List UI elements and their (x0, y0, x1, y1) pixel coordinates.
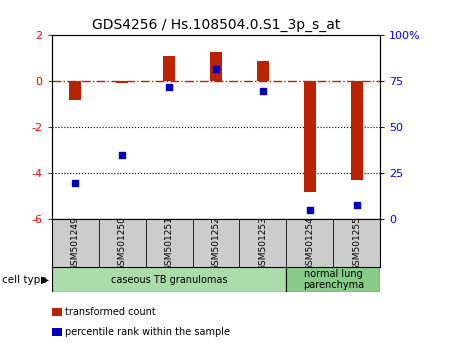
Bar (286, 267, 380, 292)
Text: GSM501254: GSM501254 (306, 216, 315, 271)
Bar (304, 81, 316, 192)
Text: cell type: cell type (2, 275, 47, 285)
Bar (193, 219, 239, 267)
Bar (116, 81, 128, 82)
Bar (257, 61, 269, 81)
Text: GSM501255: GSM501255 (352, 216, 361, 271)
Text: normal lung
parenchyma: normal lung parenchyma (303, 269, 364, 291)
Text: GSM501251: GSM501251 (165, 216, 174, 271)
Bar (69, 81, 81, 100)
Text: transformed count: transformed count (65, 307, 156, 317)
Bar (351, 81, 363, 180)
Text: GSM501250: GSM501250 (117, 216, 126, 271)
Bar (333, 219, 380, 267)
Bar (163, 56, 175, 81)
Text: caseous TB granulomas: caseous TB granulomas (111, 275, 227, 285)
Title: GDS4256 / Hs.108504.0.S1_3p_s_at: GDS4256 / Hs.108504.0.S1_3p_s_at (92, 18, 340, 32)
Text: GSM501253: GSM501253 (258, 216, 267, 271)
Text: ▶: ▶ (41, 275, 50, 285)
Point (118, 152, 126, 158)
Text: GSM501249: GSM501249 (71, 216, 80, 271)
Point (166, 84, 173, 90)
Point (72, 180, 79, 185)
Bar (210, 51, 222, 81)
Bar (146, 219, 193, 267)
Point (212, 66, 220, 72)
Point (353, 202, 360, 207)
Text: GSM501252: GSM501252 (212, 216, 220, 271)
Text: percentile rank within the sample: percentile rank within the sample (65, 327, 230, 337)
Bar (239, 219, 286, 267)
Point (306, 207, 314, 213)
Bar (99, 219, 146, 267)
Point (259, 88, 266, 93)
Bar (52, 219, 99, 267)
Bar (52, 267, 286, 292)
Bar (286, 219, 333, 267)
